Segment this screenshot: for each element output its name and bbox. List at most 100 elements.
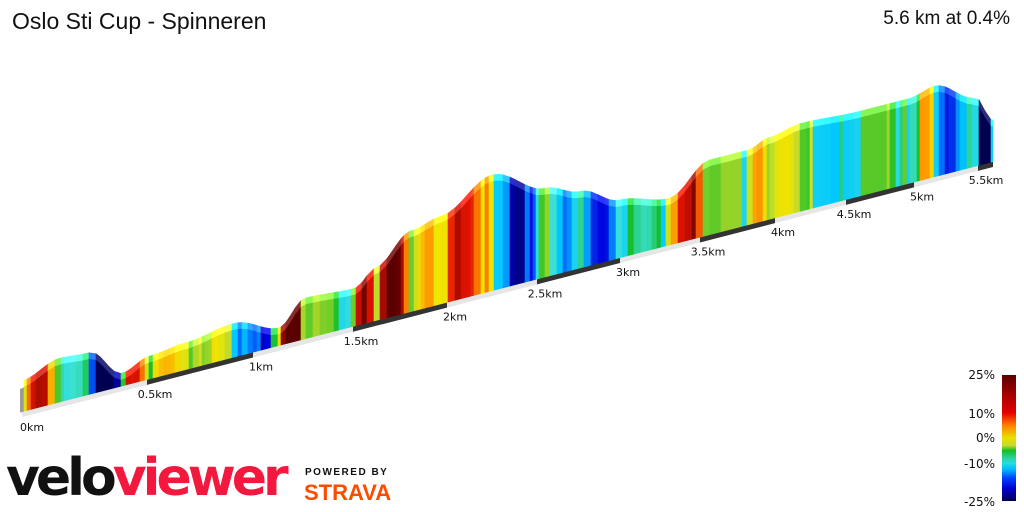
grade-segment-top <box>241 322 249 330</box>
grade-segment <box>300 303 307 341</box>
grade-segment-top <box>413 227 419 237</box>
grade-segment <box>566 196 573 273</box>
grade-segment <box>502 180 511 289</box>
grade-segment <box>312 300 321 338</box>
grade-segment <box>237 328 243 357</box>
x-tick-label: 1km <box>249 361 273 374</box>
grade-segment-top <box>184 341 190 350</box>
grade-segment <box>834 121 841 204</box>
grade-segment <box>842 119 848 202</box>
grade-segment <box>971 103 980 168</box>
grade-segment <box>338 295 347 331</box>
grade-segment <box>571 197 579 271</box>
grade-segment <box>524 190 531 283</box>
grade-segment-top <box>656 199 662 207</box>
grade-segment <box>82 358 90 397</box>
grade-segment-top <box>944 86 950 95</box>
grade-segment-top <box>646 199 653 207</box>
grade-segment <box>386 259 391 319</box>
distance-ribbon-segment <box>914 165 978 188</box>
grade-segment-top <box>204 333 209 342</box>
grade-segment <box>163 353 171 376</box>
grade-segment <box>577 196 585 270</box>
grade-segment-top <box>812 118 821 128</box>
x-tick-label: 4km <box>771 226 795 239</box>
grade-segment-top <box>615 199 623 207</box>
grade-segment-top <box>544 187 551 195</box>
grade-segment <box>562 195 568 274</box>
grade-segment <box>211 336 216 364</box>
grade-segment <box>990 125 994 163</box>
grade-segment-top <box>933 85 940 93</box>
grade-segment <box>326 298 335 334</box>
grade-segment-top <box>499 174 504 182</box>
grade-segment-top <box>252 323 258 332</box>
grade-segment-top <box>493 174 501 181</box>
grade-segment-top <box>201 334 206 344</box>
x-tick-label: 1.5km <box>344 335 379 348</box>
grade-segment <box>899 105 904 187</box>
grade-segment <box>277 332 282 347</box>
distance-ribbon-segment <box>978 162 993 171</box>
grade-segment <box>919 96 925 182</box>
grade-segment-top <box>990 119 994 127</box>
grade-segment <box>60 362 65 403</box>
grade-segment <box>769 141 776 220</box>
grade-segment-top <box>735 151 743 160</box>
grade-segment <box>260 332 265 351</box>
grade-segment-top <box>780 130 785 140</box>
grade-segment-top <box>819 118 825 126</box>
grade-segment <box>201 340 206 367</box>
distance-ribbon-segment <box>253 326 353 358</box>
route-summary: 5.6 km at 0.4% <box>883 8 1010 29</box>
grade-segment <box>263 333 272 351</box>
grade-segment-top <box>766 136 771 145</box>
grade-segment <box>677 190 686 244</box>
grade-segment-top <box>345 288 352 297</box>
x-tick-label: 4.5km <box>837 208 872 221</box>
grade-segment <box>597 200 606 265</box>
grade-segment-top <box>260 326 265 334</box>
grade-segment <box>192 343 200 369</box>
grade-segment <box>549 193 558 277</box>
grade-segment <box>944 92 950 175</box>
grade-segment-top <box>902 98 908 107</box>
grade-segment-top <box>854 110 862 119</box>
grade-segment <box>684 180 693 242</box>
grade-segment-top <box>860 109 868 118</box>
grade-segment-top <box>408 229 415 239</box>
grade-segment <box>184 347 190 371</box>
distance-ribbon-segment <box>700 218 775 243</box>
grade-segment-top <box>333 291 340 299</box>
grade-segment <box>730 158 737 230</box>
grade-segment <box>231 328 239 359</box>
grade-segment-top <box>720 155 725 164</box>
grade-segment <box>583 196 592 268</box>
grade-segment <box>417 232 422 311</box>
grade-segment <box>54 363 62 404</box>
grade-segment <box>144 361 150 381</box>
grade-segment <box>63 361 70 402</box>
grade-segment <box>741 155 748 228</box>
grade-segment <box>839 120 844 202</box>
grade-segment <box>906 103 911 185</box>
distance-ribbon-segment <box>846 182 914 205</box>
grade-segment <box>938 91 946 177</box>
grade-segment <box>23 384 28 412</box>
grade-segment-top <box>709 158 714 167</box>
grade-segment <box>350 293 357 328</box>
grade-segment <box>499 180 504 290</box>
grade-segment <box>454 207 462 301</box>
grade-segment-top <box>144 355 150 365</box>
grade-segment <box>880 109 888 192</box>
grade-segment <box>180 348 186 372</box>
grade-segment-top <box>211 330 216 339</box>
grade-segment-top <box>730 152 737 161</box>
grade-segment <box>766 142 771 221</box>
grade-segment <box>909 101 918 184</box>
veloviewer-logo: veloviewer <box>6 448 289 508</box>
grade-segment <box>355 287 363 327</box>
grade-segment <box>473 186 482 297</box>
grade-segment-top <box>839 114 844 122</box>
grade-segment-top <box>256 325 262 334</box>
